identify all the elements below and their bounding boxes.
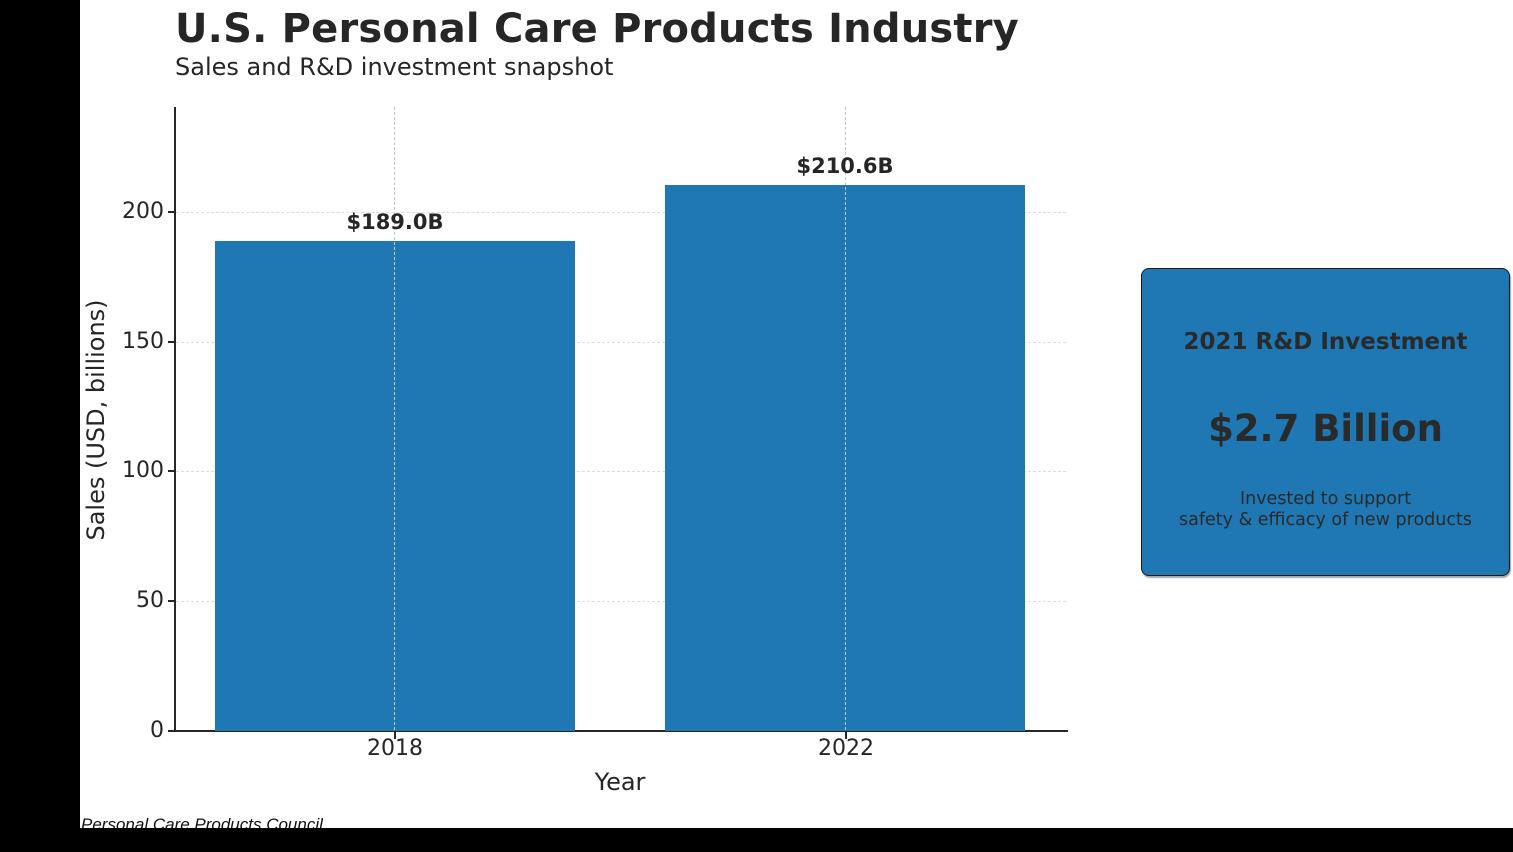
x-tick-label-2022: 2022: [818, 736, 874, 761]
y-tick-label-150: 150: [122, 329, 164, 354]
y-tick-100: [168, 470, 175, 472]
y-tick-label-50: 50: [136, 588, 164, 613]
callout-caption-line-1: Invested to support: [1239, 489, 1412, 509]
y-tick-200: [168, 211, 175, 213]
bar-2018: [215, 241, 575, 731]
bar-value-label-2022: $210.6B: [796, 154, 894, 178]
callout-caption: Invested to support safety & efficacy of…: [1142, 489, 1509, 531]
rd-investment-callout: 2021 R&D Investment $2.7 Billion Investe…: [1141, 268, 1510, 576]
y-axis-label: Sales (USD, billions): [82, 299, 110, 541]
y-tick-50: [168, 600, 175, 602]
gridline-y-200: [176, 212, 1066, 213]
y-tick-label-200: 200: [122, 199, 164, 224]
y-axis-line: [174, 107, 176, 732]
chart-subtitle: Sales and R&D investment snapshot: [175, 53, 614, 81]
x-axis-line: [174, 730, 1068, 732]
gridline-x-2018: [394, 107, 395, 730]
callout-value: $2.7 Billion: [1208, 407, 1443, 450]
x-tick-2018: [394, 732, 396, 739]
y-tick-0: [168, 730, 175, 732]
y-tick-150: [168, 341, 175, 343]
gridline-x-2022: [845, 107, 846, 730]
x-tick-label-2018: 2018: [367, 736, 423, 761]
bar-value-label-2018: $189.0B: [346, 210, 444, 234]
y-tick-label-100: 100: [122, 458, 164, 483]
x-tick-2022: [845, 732, 847, 739]
gridline-y-50: [176, 601, 1066, 602]
source-note: Personal Care Products Council: [81, 815, 323, 828]
callout-caption-line-2: safety & efficacy of new products: [1179, 510, 1472, 530]
callout-heading: 2021 R&D Investment: [1183, 329, 1468, 355]
chart-title: U.S. Personal Care Products Industry: [175, 6, 1019, 52]
bar-chart-plot-area: $189.0B $210.6B 0 50 100 150 200 2018 20…: [82, 107, 1068, 796]
y-tick-label-0: 0: [150, 718, 164, 743]
gridline-y-100: [176, 471, 1066, 472]
x-axis-label: Year: [594, 768, 646, 796]
gridline-y-150: [176, 342, 1066, 343]
